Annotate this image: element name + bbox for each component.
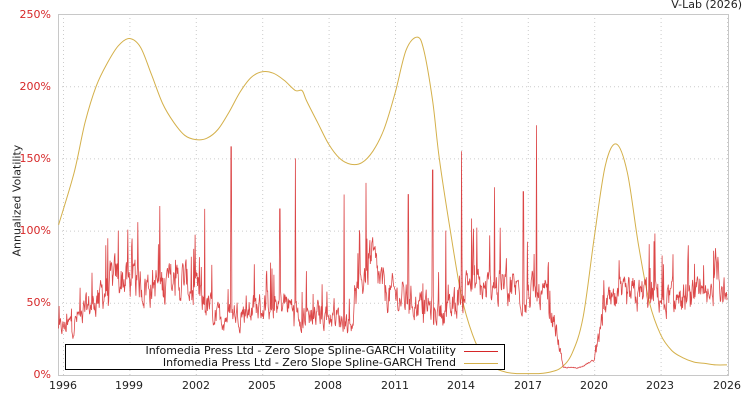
legend-label: Infomedia Press Ltd - Zero Slope Spline-…: [145, 344, 456, 357]
legend-swatch-gold-line: [464, 362, 498, 364]
legend-label: Infomedia Press Ltd - Zero Slope Spline-…: [162, 356, 456, 369]
y-tick-label: 200%: [19, 80, 51, 93]
x-tick-label: 2002: [182, 379, 210, 392]
legend-item-volatility: Infomedia Press Ltd - Zero Slope Spline-…: [145, 345, 498, 357]
legend-item-trend: Infomedia Press Ltd - Zero Slope Spline-…: [163, 357, 498, 369]
trend-series-line: [58, 36, 728, 375]
gridlines: [58, 14, 728, 375]
x-tick-label: 2005: [248, 379, 276, 392]
x-tick-label: 2020: [580, 379, 608, 392]
y-tick-label: 150%: [19, 152, 51, 165]
x-tick-label: 2017: [514, 379, 542, 392]
y-tick-label: 100%: [19, 224, 51, 237]
plot-frame: [58, 14, 729, 376]
y-tick-label: 250%: [19, 8, 51, 21]
x-tick-label: 2014: [447, 379, 475, 392]
y-tick-label: 0%: [33, 368, 51, 381]
source-credit: V-Lab (2026): [671, 0, 742, 11]
volatility-series-line: [58, 125, 728, 369]
x-tick-label: 2008: [314, 379, 342, 392]
x-tick-label: 2011: [381, 379, 409, 392]
x-tick-label: 2023: [646, 379, 674, 392]
legend-swatch-red-line: [464, 350, 498, 352]
x-tick-label: 1996: [49, 379, 77, 392]
x-tick-label: 1999: [115, 379, 143, 392]
y-tick-label: 50%: [26, 296, 51, 309]
x-tick-label: 2026: [713, 379, 741, 392]
legend: Infomedia Press Ltd - Zero Slope Spline-…: [65, 344, 505, 370]
